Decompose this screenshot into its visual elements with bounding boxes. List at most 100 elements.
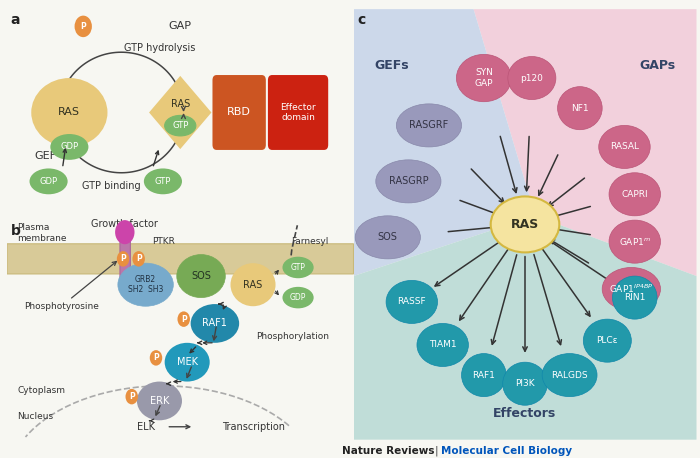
Text: P: P: [129, 392, 134, 401]
Text: RASAL: RASAL: [610, 142, 639, 152]
Text: RAS: RAS: [58, 108, 80, 118]
Ellipse shape: [137, 382, 182, 420]
Ellipse shape: [164, 115, 196, 136]
Ellipse shape: [376, 160, 441, 203]
Text: RASGRP: RASGRP: [389, 176, 428, 186]
Text: RAS: RAS: [171, 99, 190, 109]
Ellipse shape: [456, 55, 511, 102]
FancyBboxPatch shape: [268, 75, 328, 150]
Text: GAP: GAP: [169, 22, 192, 32]
Ellipse shape: [503, 362, 547, 405]
Ellipse shape: [118, 263, 174, 306]
Ellipse shape: [558, 87, 602, 130]
Text: P: P: [181, 315, 187, 324]
Text: PLCε: PLCε: [596, 336, 618, 345]
Circle shape: [150, 350, 162, 365]
Ellipse shape: [144, 169, 182, 194]
Text: Plasma
membrane: Plasma membrane: [18, 224, 67, 243]
Circle shape: [117, 251, 130, 267]
Ellipse shape: [164, 343, 210, 382]
Text: Phosphotyrosine: Phosphotyrosine: [25, 302, 99, 311]
Text: RAF1: RAF1: [202, 318, 228, 328]
Polygon shape: [354, 9, 536, 276]
Text: GTP: GTP: [290, 263, 305, 272]
Ellipse shape: [32, 78, 108, 147]
Ellipse shape: [612, 276, 657, 319]
Ellipse shape: [461, 354, 506, 397]
Text: p120: p120: [520, 74, 543, 82]
Text: b: b: [10, 224, 20, 239]
Text: P: P: [120, 254, 126, 263]
Text: GTP binding: GTP binding: [82, 180, 140, 191]
Text: GAP1$^{IP4BP}$: GAP1$^{IP4BP}$: [609, 283, 653, 295]
Text: GDP: GDP: [60, 142, 78, 152]
Ellipse shape: [396, 104, 461, 147]
Text: GEFs: GEFs: [374, 59, 409, 71]
Ellipse shape: [283, 287, 314, 308]
Text: Effector
domain: Effector domain: [280, 103, 316, 122]
Text: RIN1: RIN1: [624, 293, 645, 302]
Ellipse shape: [50, 134, 88, 160]
Ellipse shape: [598, 125, 650, 169]
Text: Molecular Cell Biology: Molecular Cell Biology: [441, 446, 572, 456]
Circle shape: [178, 311, 190, 327]
Text: Phosphorylation: Phosphorylation: [256, 332, 330, 341]
Text: c: c: [357, 13, 365, 27]
Text: ELK: ELK: [136, 422, 155, 432]
Text: MEK: MEK: [176, 357, 197, 367]
Ellipse shape: [417, 323, 468, 366]
Polygon shape: [354, 216, 696, 440]
Text: RASGRF: RASGRF: [410, 120, 449, 131]
Text: GDP: GDP: [290, 293, 306, 302]
Ellipse shape: [508, 56, 556, 99]
Text: Growth factor: Growth factor: [92, 219, 158, 229]
Text: RASSF: RASSF: [398, 297, 426, 306]
Text: P: P: [153, 354, 159, 362]
Circle shape: [75, 16, 92, 37]
Circle shape: [115, 220, 134, 244]
Text: RAS: RAS: [511, 218, 539, 231]
Text: RALGDS: RALGDS: [552, 371, 588, 380]
Text: Nucleus: Nucleus: [18, 411, 53, 420]
Ellipse shape: [542, 354, 597, 397]
Ellipse shape: [230, 263, 276, 306]
Text: Transcription: Transcription: [222, 422, 285, 432]
Ellipse shape: [190, 304, 239, 343]
FancyBboxPatch shape: [7, 244, 354, 274]
Text: GAPs: GAPs: [640, 59, 676, 71]
Text: Cytoplasm: Cytoplasm: [18, 386, 65, 395]
Text: GRB2
SH2  SH3: GRB2 SH2 SH3: [128, 275, 163, 294]
Circle shape: [132, 251, 145, 267]
Ellipse shape: [355, 216, 421, 259]
Text: P: P: [80, 22, 86, 31]
Text: CAPRI: CAPRI: [622, 190, 648, 199]
Text: ERK: ERK: [150, 396, 169, 406]
Text: |: |: [435, 445, 439, 456]
Text: GTP: GTP: [155, 177, 171, 186]
Text: RAF1: RAF1: [473, 371, 496, 380]
Text: a: a: [10, 13, 20, 27]
FancyBboxPatch shape: [120, 238, 130, 284]
Text: SOS: SOS: [378, 232, 398, 242]
Text: GTP hydrolysis: GTP hydrolysis: [124, 43, 195, 53]
Ellipse shape: [609, 173, 661, 216]
Text: Nature Reviews: Nature Reviews: [342, 446, 434, 456]
Text: SYN
GAP: SYN GAP: [475, 68, 493, 88]
Text: GTP: GTP: [172, 121, 188, 130]
FancyBboxPatch shape: [213, 75, 266, 150]
Text: GEF: GEF: [34, 151, 56, 161]
Ellipse shape: [583, 319, 631, 362]
Ellipse shape: [602, 267, 661, 311]
Text: PI3K: PI3K: [515, 379, 535, 388]
Ellipse shape: [386, 280, 438, 323]
Text: PTKR: PTKR: [153, 237, 176, 246]
Ellipse shape: [609, 220, 661, 263]
Ellipse shape: [177, 255, 225, 298]
Circle shape: [125, 389, 138, 404]
Text: Farnesyl: Farnesyl: [291, 237, 328, 246]
Ellipse shape: [29, 169, 68, 194]
Text: SOS: SOS: [191, 271, 211, 281]
Text: Effectors: Effectors: [494, 407, 556, 420]
Polygon shape: [149, 76, 211, 149]
Text: TIAM1: TIAM1: [429, 340, 456, 349]
